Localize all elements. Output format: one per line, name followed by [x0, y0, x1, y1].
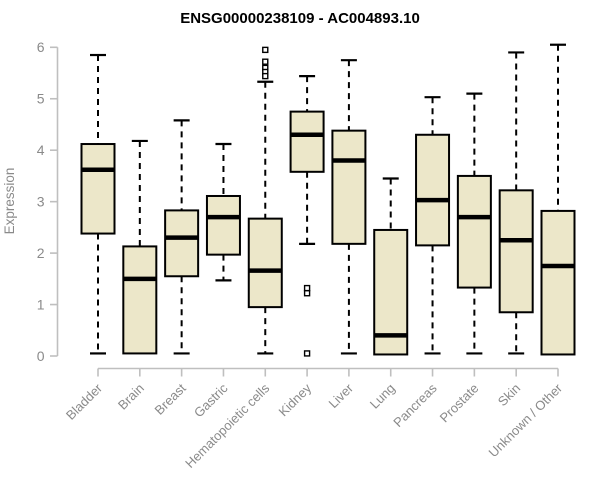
box	[164, 209, 200, 278]
x-axis-category-label: Breast	[152, 380, 189, 417]
box	[331, 129, 367, 245]
box	[456, 174, 492, 289]
x-axis-category-label: Skin	[495, 381, 523, 409]
y-axis-label: Expression	[2, 168, 17, 235]
outlier-point	[303, 350, 311, 357]
x-axis-category-label: Unknown / Other	[486, 380, 566, 460]
outlier-point	[303, 284, 311, 292]
y-axis-tick-label: 2	[37, 245, 45, 261]
y-axis-tick-label: 6	[37, 39, 45, 55]
x-axis-category-label: Gastric	[191, 380, 231, 420]
y-axis-tick-label: 1	[37, 296, 45, 312]
box	[205, 194, 241, 256]
y-axis-tick-label: 5	[37, 91, 45, 107]
outlier-point	[303, 290, 311, 297]
outlier-point	[262, 72, 269, 80]
box	[80, 143, 116, 235]
box	[415, 133, 451, 247]
chart-title: ENSG00000238109 - AC004893.10	[180, 10, 420, 27]
x-axis-category-label: Bladder	[63, 380, 106, 423]
box	[540, 209, 576, 356]
box	[289, 110, 325, 173]
box	[122, 245, 158, 355]
y-axis-tick-label: 4	[37, 142, 45, 158]
x-axis-category-label: Prostate	[437, 381, 482, 426]
x-axis-category-label: Kidney	[275, 380, 314, 419]
x-axis-category-label: Pancreas	[390, 380, 440, 430]
x-axis-category-label: Lung	[367, 381, 398, 412]
outlier-point	[262, 58, 269, 65]
y-axis-tick-label: 3	[37, 193, 45, 209]
x-axis-category-label: Liver	[325, 380, 356, 411]
box	[498, 189, 534, 314]
x-axis-category-label: Brain	[115, 381, 147, 413]
outlier-point	[262, 46, 269, 54]
y-axis-tick-label: 0	[37, 348, 45, 364]
box	[247, 217, 283, 309]
